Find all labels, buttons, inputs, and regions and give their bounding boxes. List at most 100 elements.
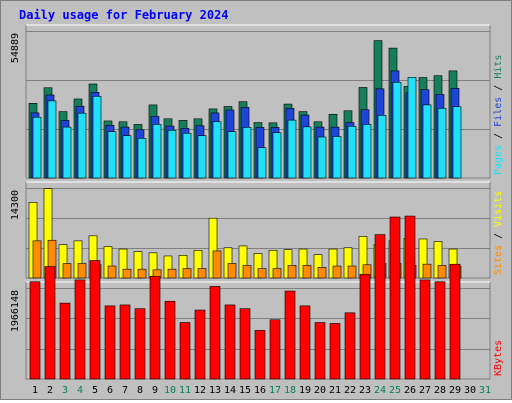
pages-bar: [47, 100, 57, 179]
pages-bar: [302, 126, 312, 179]
x-tick-label: 25: [389, 385, 401, 396]
x-tick-label: 22: [344, 385, 356, 396]
kbytes-bar: [449, 263, 461, 380]
pages-bar: [407, 77, 417, 179]
kbytes-bar: [209, 286, 221, 380]
pages-bar: [287, 119, 297, 179]
sites-bar: [137, 268, 147, 279]
x-tick-label: 9: [152, 385, 158, 396]
sites-bar: [272, 268, 282, 279]
legend-visits: Visits: [493, 191, 504, 227]
pages-bar: [167, 130, 177, 179]
legend-pages: Pages: [493, 145, 504, 175]
x-tick-label: 20: [314, 385, 326, 396]
legend-sites: Sites: [493, 245, 504, 275]
pages-bar: [347, 126, 357, 179]
sites-bar: [347, 265, 357, 279]
sites-bar: [302, 265, 312, 279]
x-tick-label: 23: [359, 385, 371, 396]
x-tick-label: 3: [62, 385, 68, 396]
kbytes-bar: [284, 290, 296, 380]
pages-bar: [212, 121, 222, 179]
x-tick-label: 24: [374, 385, 386, 396]
x-tick-label: 15: [239, 385, 251, 396]
legend-hits: Hits: [493, 55, 504, 79]
pages-bar: [362, 124, 372, 179]
pages-bar: [422, 104, 432, 179]
sites-bar: [332, 265, 342, 279]
pages-bar: [332, 136, 342, 179]
kbytes-bar: [59, 302, 71, 380]
x-tick-label: 2: [47, 385, 53, 396]
sites-bar: [287, 265, 297, 279]
pages-bar: [257, 147, 267, 179]
pages-bar: [152, 124, 162, 179]
kbytes-bar: [179, 322, 191, 380]
legend-files: Files: [493, 97, 504, 127]
pages-bar: [32, 116, 42, 179]
x-tick-label: 12: [194, 385, 206, 396]
x-tick-label: 16: [254, 385, 266, 396]
pages-bar: [77, 112, 87, 179]
x-tick-label: 4: [77, 385, 83, 396]
legend-separator: /: [493, 127, 504, 145]
x-tick-label: 8: [137, 385, 143, 396]
pages-bar: [272, 132, 282, 179]
kbytes-bar: [329, 323, 341, 380]
sites-bar: [422, 263, 432, 279]
sites-bar: [317, 267, 327, 279]
sites-bar: [212, 250, 222, 279]
kbytes-bar: [44, 266, 56, 380]
pages-bar: [92, 96, 102, 179]
sites-bar: [32, 240, 42, 279]
kbytes-bar: [149, 275, 161, 380]
pages-bar: [107, 131, 117, 179]
pages-bar: [377, 115, 387, 179]
x-tick-label: 29: [449, 385, 461, 396]
x-tick-label: 7: [122, 385, 128, 396]
y-max-tick-sites-visits: 14300: [10, 190, 21, 220]
x-tick-label: 14: [224, 385, 236, 396]
kbytes-bar: [104, 305, 116, 380]
kbytes-bar: [389, 216, 401, 380]
legend-kbytes: KBytes: [493, 340, 504, 376]
kbytes-bar: [419, 279, 431, 380]
sites-bar: [257, 268, 267, 279]
pages-bar: [122, 135, 132, 179]
pages-bar: [137, 138, 147, 179]
kbytes-bar: [89, 260, 101, 380]
x-tick-label: 21: [329, 385, 341, 396]
y-max-tick-pages-files-hits: 54889: [10, 33, 21, 63]
kbytes-bar: [404, 215, 416, 380]
kbytes-bar: [29, 281, 41, 380]
legend-label-kbytes: KBytes: [493, 340, 504, 376]
y-max-tick-kbytes: 1966148: [10, 290, 21, 332]
pages-bar: [227, 131, 237, 179]
legend-separator: /: [493, 79, 504, 97]
kbytes-bar: [239, 308, 251, 380]
sites-bar: [227, 263, 237, 279]
x-tick-label: 19: [299, 385, 311, 396]
legend-label-sites-visits: Sites / Visits: [493, 191, 504, 275]
x-tick-label: 6: [107, 385, 113, 396]
pages-bar: [437, 108, 447, 179]
sites-bar: [197, 268, 207, 279]
legend-separator: /: [493, 227, 504, 245]
kbytes-bar: [74, 279, 86, 380]
sites-bar: [167, 268, 177, 279]
x-tick-label: 18: [284, 385, 296, 396]
pages-bar: [242, 127, 252, 179]
x-tick-label: 10: [164, 385, 176, 396]
kbytes-bar: [434, 281, 446, 380]
kbytes-bar: [314, 322, 326, 380]
pages-bar: [197, 135, 207, 179]
sites-bar: [182, 268, 192, 279]
x-tick-label: 26: [404, 385, 416, 396]
x-tick-label: 17: [269, 385, 281, 396]
sites-bar: [107, 265, 117, 279]
x-tick-label: 5: [92, 385, 98, 396]
pages-bar: [62, 126, 72, 179]
kbytes-bar: [194, 309, 206, 380]
